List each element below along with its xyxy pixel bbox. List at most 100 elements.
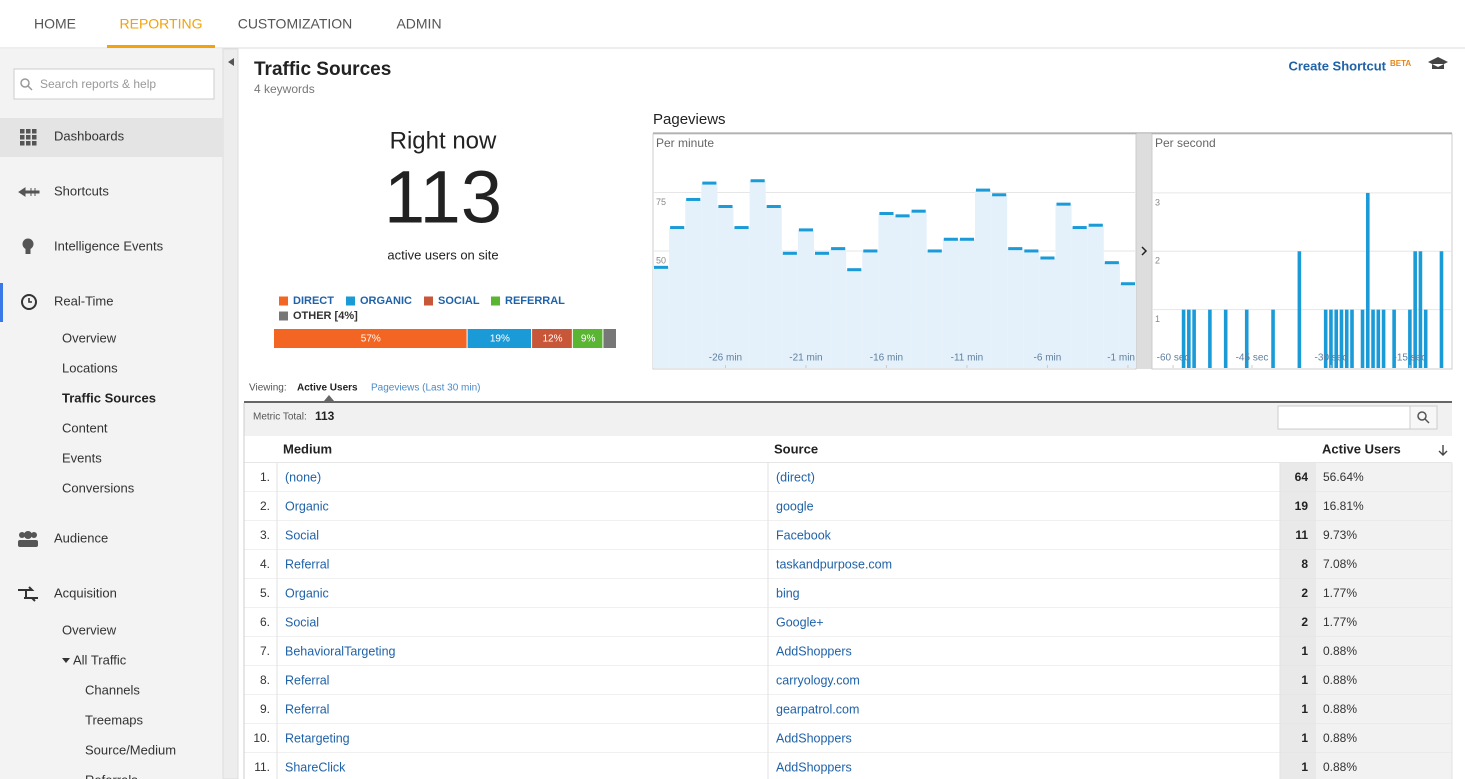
nav-subitem[interactable]: All Traffic: [73, 652, 127, 667]
medium-link[interactable]: ShareClick: [285, 760, 346, 774]
nav-item[interactable]: Shortcuts: [54, 183, 109, 198]
bar: [1181, 309, 1186, 368]
source-link[interactable]: gearpatrol.com: [776, 702, 859, 716]
bar: [1376, 309, 1381, 368]
nav-tab[interactable]: REPORTING: [120, 16, 203, 32]
pct-cell: [1316, 550, 1452, 579]
search-icon: [1417, 411, 1427, 421]
pageviews-title: Pageviews: [653, 111, 726, 128]
area-step: [846, 269, 863, 368]
pct-cell: [1316, 753, 1452, 779]
search-box[interactable]: [13, 68, 215, 100]
source-link[interactable]: Google+: [776, 615, 824, 629]
nav-subitem[interactable]: Conversions: [62, 480, 135, 495]
medium-link[interactable]: BehavioralTargeting: [285, 644, 396, 658]
nav-subitem[interactable]: Treemaps: [85, 712, 144, 727]
source-link[interactable]: (direct): [776, 470, 815, 484]
nav-item[interactable]: Dashboards: [54, 128, 125, 143]
row[interactable]: [244, 724, 1280, 753]
nav-tab[interactable]: ADMIN: [396, 16, 441, 32]
y-tick-label: 1: [1155, 314, 1160, 324]
viewing-option[interactable]: Pageviews (Last 30 min): [371, 383, 481, 394]
row[interactable]: [244, 666, 1280, 695]
sort-arrow[interactable]: [1438, 445, 1448, 456]
source-link[interactable]: AddShoppers: [776, 760, 852, 774]
bar: [1244, 309, 1249, 368]
row[interactable]: [244, 492, 1280, 521]
nav-icon: [20, 141, 25, 146]
nav-tab[interactable]: CUSTOMIZATION: [238, 16, 353, 32]
source-link[interactable]: AddShoppers: [776, 731, 852, 745]
medium-link[interactable]: Retargeting: [285, 731, 350, 745]
medium-link[interactable]: Referral: [285, 557, 329, 571]
medium-link[interactable]: Organic: [285, 499, 329, 513]
nav-icon: [32, 129, 37, 134]
active-users: 1: [1301, 673, 1308, 687]
nav-item[interactable]: Audience: [54, 530, 108, 545]
source-link[interactable]: Facebook: [776, 528, 832, 542]
nav-item[interactable]: Acquisition: [54, 585, 117, 600]
value-dash: [686, 197, 701, 201]
row[interactable]: [244, 550, 1280, 579]
viewing-option-active[interactable]: Active Users: [297, 383, 358, 394]
viewing-pointer: [324, 395, 334, 401]
create-shortcut[interactable]: Create Shortcut: [1288, 58, 1386, 73]
x-tick-label: -16 min: [870, 353, 903, 364]
area-step: [797, 229, 814, 368]
nav-subitem[interactable]: Channels: [85, 682, 140, 697]
source-link[interactable]: AddShoppers: [776, 644, 852, 658]
row[interactable]: [244, 463, 1280, 492]
value-dash: [831, 247, 846, 251]
row[interactable]: [244, 579, 1280, 608]
area-step: [685, 199, 702, 368]
medium-link[interactable]: Social: [285, 615, 319, 629]
search-placeholder[interactable]: Search reports & help: [40, 77, 156, 91]
source-link[interactable]: google: [776, 499, 814, 513]
value-dash: [847, 268, 862, 272]
nav-subitem[interactable]: Events: [62, 450, 102, 465]
table-search-button[interactable]: [1409, 405, 1438, 430]
area-step: [814, 253, 831, 368]
row[interactable]: [244, 753, 1280, 779]
row[interactable]: [244, 637, 1280, 666]
row[interactable]: [244, 695, 1280, 724]
column-header[interactable]: Active Users: [1322, 441, 1401, 456]
medium-link[interactable]: Referral: [285, 673, 329, 687]
source-link[interactable]: taskandpurpose.com: [776, 557, 892, 571]
nav-subitem[interactable]: Referrals: [85, 772, 138, 779]
nav-subitem[interactable]: Traffic Sources: [62, 390, 156, 405]
row[interactable]: [244, 608, 1280, 637]
active-users-pct: 0.88%: [1323, 731, 1357, 745]
collapse-arrow[interactable]: [228, 58, 234, 66]
row-number: 1.: [260, 470, 270, 484]
nav-subitem[interactable]: Overview: [62, 330, 117, 345]
gutter-chevron[interactable]: [1141, 246, 1148, 256]
row[interactable]: [244, 521, 1280, 550]
nav-item[interactable]: Real-Time: [54, 293, 113, 308]
nav-subitem[interactable]: Locations: [62, 360, 118, 375]
table-search[interactable]: [1277, 405, 1411, 430]
source-link[interactable]: carryology.com: [776, 673, 860, 687]
value-dash: [702, 181, 717, 185]
sidebar-toggle-strip[interactable]: [222, 48, 239, 779]
nav-subitem[interactable]: Overview: [62, 622, 117, 637]
users-cell: [1280, 637, 1316, 666]
area-step: [926, 250, 943, 368]
nav-icon: [26, 141, 31, 146]
nav-item[interactable]: Intelligence Events: [54, 238, 164, 253]
source-link[interactable]: bing: [776, 586, 800, 600]
medium-link[interactable]: Social: [285, 528, 319, 542]
column-header[interactable]: Source: [774, 441, 818, 456]
active-users-pct: 1.77%: [1323, 615, 1357, 629]
medium-link[interactable]: (none): [285, 470, 321, 484]
medium-link[interactable]: Referral: [285, 702, 329, 716]
row-number: 6.: [260, 615, 270, 629]
users-cell: [1280, 666, 1316, 695]
nav-subitem[interactable]: Content: [62, 420, 108, 435]
nav-subitem[interactable]: Source/Medium: [85, 742, 176, 757]
column-header[interactable]: Medium: [283, 441, 332, 456]
medium-link[interactable]: Organic: [285, 586, 329, 600]
nav-tab[interactable]: HOME: [34, 16, 76, 32]
help-cap-icon[interactable]: [1428, 57, 1448, 69]
share-segment: [603, 329, 616, 348]
